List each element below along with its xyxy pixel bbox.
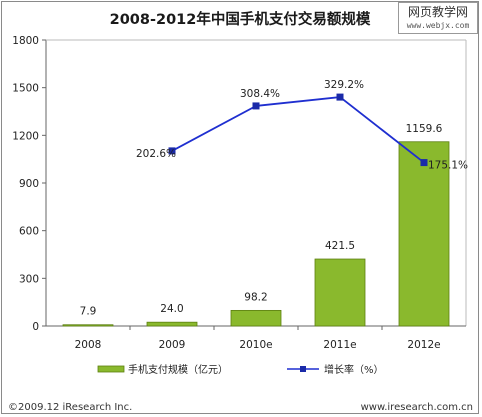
legend: 手机支付规模（亿元） 增长率（%） [97,363,384,376]
bar-value-label: 7.9 [80,306,97,318]
bar [230,309,282,327]
bar [62,324,114,327]
growth-marker [252,102,260,110]
watermark-url: www.webjx.com [406,21,470,30]
line-value-labels: 202.6% 308.4% 329.2% 175.1% [136,79,468,171]
x-tick-label: 2011e [323,339,356,351]
y-tick-label: 600 [19,226,39,238]
footer-url: www.iresearch.com.cn [361,402,473,413]
x-axis: 2008 2009 2010e 2011e 2012e [46,325,466,351]
bar [146,321,198,327]
y-tick-label: 300 [19,273,39,285]
bar [398,141,450,327]
growth-marker [420,159,428,167]
growth-marker [168,147,176,155]
legend-label-bar: 手机支付规模（亿元） [128,363,228,376]
bar-value-label: 1159.6 [406,123,443,135]
y-tick-label: 1800 [12,35,39,47]
footer-copyright: ©2009.12 iResearch Inc. [8,402,132,413]
watermark-logo: 网页教学网 www.webjx.com [398,2,478,34]
bar-series [62,141,450,327]
x-tick-label: 2012e [407,339,440,351]
line-series [168,93,428,167]
growth-value-label: 329.2% [324,79,364,91]
growth-value-label: 175.1% [428,160,468,172]
y-tick-label: 1200 [12,130,39,142]
legend-swatch-bar [97,365,125,373]
x-tick-label: 2009 [159,339,186,351]
y-tick-label: 1500 [12,83,39,95]
bar-value-label: 24.0 [160,303,183,315]
growth-value-label: 202.6% [136,148,176,160]
bar [314,258,366,327]
growth-marker [336,93,344,101]
growth-line [171,96,425,164]
y-axis: 0 300 600 900 1200 1500 1800 [12,35,467,333]
growth-value-label: 308.4% [240,88,280,100]
legend-label-line: 增长率（%） [324,363,384,376]
bar-value-label: 421.5 [325,240,355,252]
x-tick-label: 2008 [75,339,102,351]
y-tick-label: 0 [32,321,39,333]
x-tick-label: 2010e [239,339,272,351]
legend-swatch-marker [300,366,306,372]
watermark-title: 网页教学网 [407,5,468,19]
bar-value-labels: 7.9 24.0 98.2 421.5 1159.6 [80,123,443,318]
chart-title: 2008-2012年中国手机支付交易额规模 [110,10,371,28]
y-tick-label: 900 [19,178,39,190]
bar-value-label: 98.2 [244,291,267,303]
